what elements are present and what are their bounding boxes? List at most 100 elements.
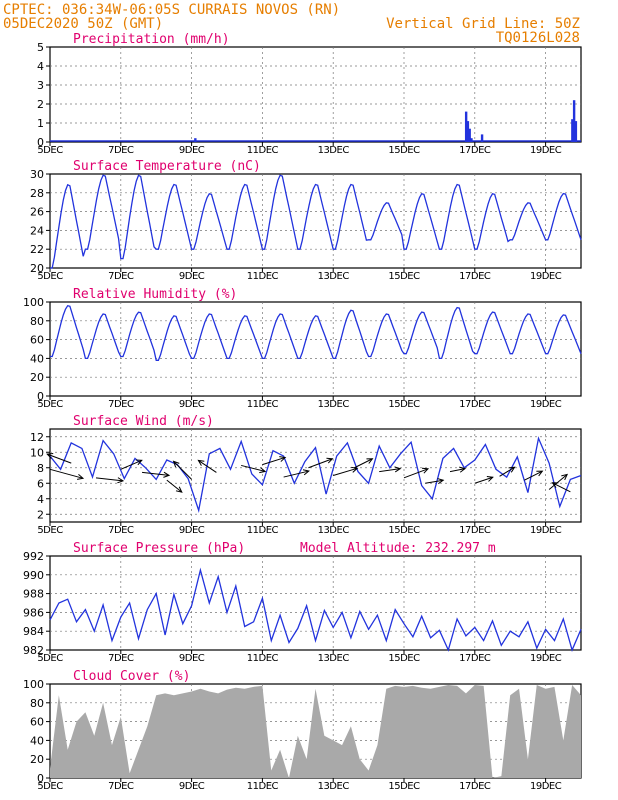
wind-vector-head [394,466,402,473]
x-tick-label: 9DEC [179,525,205,536]
y-tick-label: 6 [37,477,44,490]
x-tick-label: 17DEC [459,525,491,536]
x-tick-label: 15DEC [388,145,420,156]
wind-vector [474,476,493,484]
precip-bar [470,138,473,142]
x-tick-label: 13DEC [318,781,350,792]
wind-vector [262,456,286,466]
x-tick-label: 17DEC [459,781,491,792]
x-tick-label: 13DEC [318,145,350,156]
panel-wind: 2 4 6 8 10 12 5DEC 7DEC 9DEC 11DEC 13DEC 15DEC 17DEC… [30,414,582,536]
y-tick-label: 0 [37,136,44,149]
wind-vector [333,467,358,476]
y-tick-label: 988 [23,588,44,601]
wind-vector-head [279,456,287,462]
x-tick-label: 19DEC [530,781,562,792]
plot-frame [49,428,582,523]
y-tick-label: 20 [30,371,44,384]
wind-vector [403,468,429,479]
wind-vector [308,458,333,469]
y-tick-label: 4 [37,493,44,506]
panel-title: Surface Temperature (nC) [73,159,261,174]
wind-vector [120,459,142,470]
x-tick-label: 7DEC [108,271,134,282]
y-tick-label: 2 [37,508,44,521]
wind-vector-head [175,486,183,493]
wind-vector-head [77,473,85,480]
x-tick-label: 15DEC [388,781,420,792]
x-tick-label: 19DEC [530,525,562,536]
x-tick-label: 5DEC [37,399,63,410]
plot-frame [49,301,582,397]
x-tick-label: 19DEC [530,271,562,282]
x-tick-label: 5DEC [37,271,63,282]
wind-vector-head [437,478,445,485]
y-tick-label: 1 [37,117,44,130]
x-tick-label: 5DEC [37,145,63,156]
cloud-cover-area [50,684,581,778]
y-tick-label: 0 [37,772,44,785]
panel-temperature: 20 22 24 26 28 30 5DEC 7DEC 9DEC 11DEC 13DEC 15DEC 1… [30,159,582,282]
header-model-id: TQ0126L028 [496,30,580,46]
wind-vector [283,470,309,478]
panel-title: Relative Humidity (%) [73,287,237,302]
header-grid-line: Vertical Grid Line: 50Z [386,16,580,32]
wind-vector-head [302,469,310,476]
wind-vector-head [536,470,544,477]
x-tick-label: 17DEC [459,145,491,156]
x-tick-label: 11DEC [247,653,279,664]
x-tick-label: 13DEC [318,271,350,282]
panel-title: Precipitation (mm/h) [73,32,230,47]
x-tick-label: 5DEC [37,781,63,792]
wind-vector-head [46,453,54,459]
y-tick-label: 982 [23,644,44,657]
panel-humidity: 0 20 40 60 80 100 5DEC 7DEC 9DEC 11DEC 13DEC 15DEC 1… [23,287,582,410]
x-tick-label: 11DEC [247,145,279,156]
x-tick-label: 15DEC [388,653,420,664]
wind-vector-head [117,477,125,484]
y-tick-label: 992 [23,550,44,563]
y-tick-label: 100 [23,678,44,691]
series-line [50,174,582,269]
y-tick-label: 5 [37,41,44,54]
y-tick-label: 40 [30,352,44,365]
header-run-date: 05DEC2020 50Z (GMT) [3,16,163,32]
wind-vector-head [551,482,559,488]
panel-annotation: Model Altitude: 232.297 m [300,541,496,556]
x-tick-label: 11DEC [247,525,279,536]
precip-bar [480,134,484,142]
wind-vector [524,470,543,481]
precip-bar [468,128,471,142]
y-tick-label: 4 [37,60,44,73]
x-tick-label: 7DEC [108,399,134,410]
precip-bar [572,100,576,142]
x-tick-label: 11DEC [247,271,279,282]
x-tick-label: 9DEC [179,399,205,410]
wind-vector [548,474,568,490]
wind-vector-head [172,460,180,468]
x-tick-label: 9DEC [179,145,205,156]
wind-vector-head [459,466,467,473]
y-tick-label: 20 [30,262,44,275]
wind-vector [141,471,170,476]
panel-precipitation: 0 1 2 3 4 5 5DEC 7DEC 9DEC 11DEC 13DEC 15DEC 17DEC 19… [37,32,582,156]
y-tick-label: 40 [30,734,44,747]
y-tick-label: 80 [30,697,44,710]
wind-vector [425,479,444,484]
x-tick-label: 19DEC [530,653,562,664]
x-tick-label: 17DEC [459,271,491,282]
wind-vector-head [135,459,143,466]
precip-bar [571,119,574,142]
y-tick-label: 28 [30,187,44,200]
y-tick-label: 60 [30,716,44,729]
x-tick-label: 11DEC [247,781,279,792]
x-tick-label: 15DEC [388,271,420,282]
panel-title: Surface Wind (m/s) [73,414,214,429]
plot-frame [49,173,582,269]
y-tick-label: 12 [30,431,44,444]
x-tick-label: 5DEC [37,525,63,536]
x-tick-label: 13DEC [318,399,350,410]
y-tick-label: 3 [37,79,44,92]
plot-frame [49,555,582,651]
